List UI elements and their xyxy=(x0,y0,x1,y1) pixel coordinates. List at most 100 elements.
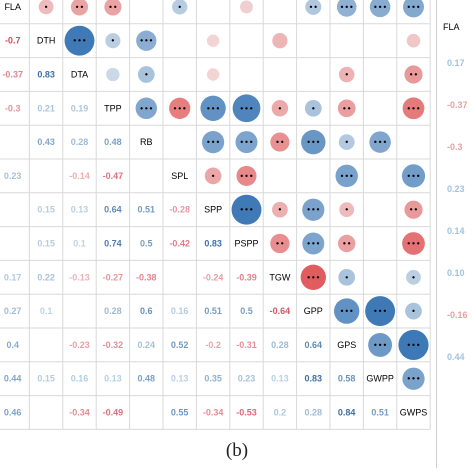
diagonal-label-dth: DTH xyxy=(37,36,56,46)
coefficient-label: 0.15 xyxy=(37,239,55,249)
adjacent-panel-value: 0.17 xyxy=(447,58,465,68)
significance-stars: ••• xyxy=(340,172,354,181)
coefficient-label: 0.16 xyxy=(171,306,189,316)
significance-stars: ••• xyxy=(340,3,354,12)
correlation-circle xyxy=(104,0,122,16)
correlation-circle xyxy=(270,132,290,152)
significance-stars: ••• xyxy=(406,240,420,249)
coefficient-label: 0.1 xyxy=(40,306,53,316)
coefficient-label: 0.24 xyxy=(138,340,156,350)
correlation-circle xyxy=(272,33,288,49)
coefficient-label: 0.16 xyxy=(71,374,89,384)
correlation-circle xyxy=(305,0,322,15)
correlation-circle xyxy=(106,67,120,82)
correlation-circle xyxy=(338,66,355,83)
correlation-circle xyxy=(204,167,222,185)
coefficient-label: -0.39 xyxy=(236,272,257,282)
significance-stars: ••• xyxy=(406,341,420,350)
diagonal-label-spp: SPP xyxy=(204,205,222,215)
diagonal-label-fla: FLA xyxy=(4,2,21,12)
coefficient-label: -0.7 xyxy=(5,36,21,46)
significance-stars: • xyxy=(344,138,349,147)
significance-stars: •• xyxy=(275,138,284,147)
coefficient-label: 0.2 xyxy=(274,408,287,418)
significance-stars: •• xyxy=(342,104,351,113)
coefficient-label: -0.42 xyxy=(169,239,190,249)
correlation-circle xyxy=(236,165,257,186)
coefficient-label: 0.48 xyxy=(138,374,156,384)
correlation-circle xyxy=(240,0,253,14)
coefficient-label: -0.2 xyxy=(205,340,221,350)
significance-stars: • xyxy=(344,206,349,215)
significance-stars: • xyxy=(344,273,349,282)
coefficient-label: -0.34 xyxy=(69,408,90,418)
coefficient-label: 0.83 xyxy=(204,239,222,249)
diagonal-label-pspp: PSPP xyxy=(234,239,258,249)
coefficient-label: 0.23 xyxy=(4,171,22,181)
coefficient-label: 0.35 xyxy=(204,374,222,384)
significance-stars: ••• xyxy=(139,104,153,113)
correlation-circle xyxy=(304,99,322,117)
correlation-circle xyxy=(404,200,423,219)
significance-stars: • xyxy=(411,307,416,316)
grid xyxy=(0,0,431,430)
diagonal-label-dta: DTA xyxy=(71,70,88,80)
coefficient-label: 0.51 xyxy=(138,205,156,215)
coefficient-label: 0.13 xyxy=(271,374,289,384)
correlation-circle xyxy=(302,198,325,221)
coefficient-label: 0.28 xyxy=(271,340,289,350)
correlation-circle xyxy=(206,34,220,47)
coefficient-label: 0.17 xyxy=(4,272,22,282)
diagonal-label-spl: SPL xyxy=(171,171,188,181)
coefficient-label: 0.4 xyxy=(6,340,19,350)
coefficient-label: -0.31 xyxy=(236,340,257,350)
significance-stars: ••• xyxy=(139,37,153,46)
coefficient-label: 0.52 xyxy=(171,340,189,350)
correlation-matrix: FLA DTH DTA TPP RB SPL SPP PSPP TGW GPP GPS GWPP GWP… xyxy=(0,0,431,430)
coefficient-label: 0.51 xyxy=(371,408,389,418)
significance-stars: ••• xyxy=(206,138,220,147)
significance-stars: • xyxy=(278,206,283,215)
adjacent-panel-value: -0.37 xyxy=(447,100,468,110)
correlation-circle xyxy=(398,329,429,360)
significance-stars: ••• xyxy=(373,138,387,147)
correlation-circle xyxy=(172,0,188,15)
correlation-circle xyxy=(135,97,158,120)
significance-stars: •• xyxy=(409,71,418,80)
correlation-circle xyxy=(368,332,393,357)
significance-stars: ••• xyxy=(72,37,86,46)
correlation-circle xyxy=(401,164,426,188)
correlation-circle xyxy=(64,25,95,56)
correlation-circle xyxy=(206,68,220,81)
correlation-circle xyxy=(339,202,355,218)
matrix-cells: FLA DTH DTA TPP RB SPL SPP PSPP TGW GPP GPS GWPP GWP… xyxy=(2,0,429,418)
correlation-circle xyxy=(334,298,360,324)
coefficient-label: 0.43 xyxy=(37,137,55,147)
correlation-circle xyxy=(402,97,425,120)
significance-stars: ••• xyxy=(239,206,253,215)
significance-stars: ••• xyxy=(406,172,420,181)
coefficient-label: 0.13 xyxy=(171,374,189,384)
significance-stars: ••• xyxy=(373,3,387,12)
correlation-circle xyxy=(336,0,357,17)
diagonal-label-tgw: TGW xyxy=(269,272,290,282)
correlation-circle xyxy=(369,131,391,153)
coefficient-label: 0.28 xyxy=(305,408,323,418)
correlation-circle xyxy=(405,302,422,320)
coefficient-label: -0.34 xyxy=(203,408,224,418)
coefficient-label: 0.13 xyxy=(104,374,122,384)
coefficient-label: 0.19 xyxy=(71,103,89,113)
significance-stars: ••• xyxy=(340,307,354,316)
coefficient-label: 0.64 xyxy=(305,340,323,350)
coefficient-label: 0.58 xyxy=(338,374,356,384)
correlation-circle xyxy=(272,201,288,218)
coefficient-label: -0.28 xyxy=(169,205,190,215)
coefficient-label: -0.53 xyxy=(236,408,257,418)
coefficient-label: 0.21 xyxy=(37,103,55,113)
coefficient-label: 0.51 xyxy=(204,306,222,316)
coefficient-label: -0.14 xyxy=(69,171,90,181)
coefficient-label: -0.13 xyxy=(69,272,90,282)
significance-stars: • xyxy=(177,3,182,12)
correlation-circle xyxy=(105,33,121,49)
correlation-circle xyxy=(402,0,425,18)
